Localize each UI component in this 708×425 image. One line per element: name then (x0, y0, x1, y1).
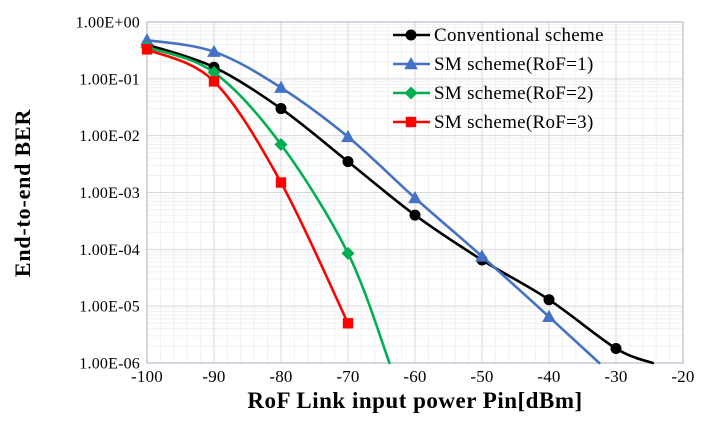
y-tick-label: 1.00E-04 (79, 242, 140, 259)
legend-item-conventional-scheme: Conventional scheme (393, 25, 604, 46)
series-marker-sm-scheme-rof-1 (140, 33, 154, 46)
series-marker-sm-scheme-rof-2 (207, 65, 221, 79)
series-line-sm-scheme-rof-1 (145, 38, 601, 365)
y-axis-tick-labels: 1.00E+00 1.00E-01 1.00E-02 1.00E-03 1.00E-04… (76, 15, 140, 373)
series-marker-sm-scheme-rof-3 (208, 76, 220, 87)
x-tick-label: -20 (671, 367, 694, 386)
series-marker-sm-scheme-rof-3 (275, 177, 287, 188)
series-marker-conventional-scheme (610, 342, 622, 354)
y-tick-label: 1.00E-06 (79, 356, 140, 373)
x-tick-label: -100 (131, 367, 163, 386)
series-marker-sm-scheme-rof-2 (274, 137, 288, 151)
series-marker-sm-scheme-rof-1 (475, 249, 489, 262)
series-marker-sm-scheme-rof-3 (342, 318, 354, 329)
series-line-sm-scheme-rof-2 (145, 45, 391, 365)
legend-marker-sm-scheme-rof-3 (405, 116, 417, 128)
legend-label-sm-scheme-rof-1: SM scheme(RoF=1) (434, 54, 594, 75)
x-axis-title: RoF Link input power Pin[dBm] (247, 388, 582, 413)
y-tick-label: 1.00E-02 (79, 128, 140, 145)
series-marker-sm-scheme-rof-1 (408, 191, 422, 204)
x-tick-label: -80 (269, 367, 292, 386)
series-marker-conventional-scheme (275, 103, 287, 115)
series-line-sm-scheme-rof-3 (145, 48, 350, 325)
series-marker-sm-scheme-rof-2 (341, 246, 355, 260)
x-axis-tick-labels: -100 -90 -80 -70 -60 -50 -40 -30 -20 (131, 367, 694, 386)
x-tick-label: -60 (403, 367, 426, 386)
x-tick-label: -90 (202, 367, 225, 386)
y-tick-label: 1.00E-01 (79, 71, 140, 88)
legend-marker-sm-scheme-rof-1 (404, 57, 418, 70)
x-tick-label: -50 (470, 367, 493, 386)
series-marker-conventional-scheme (342, 156, 354, 168)
legend-marker-sm-scheme-rof-2 (404, 86, 418, 100)
legend-item-sm-scheme-rof-3: SM scheme(RoF=3) (393, 112, 594, 133)
y-tick-label: 1.00E+00 (76, 15, 140, 32)
x-tick-label: -30 (604, 367, 627, 386)
series-marker-sm-scheme-rof-1 (341, 129, 355, 143)
legend-label-conventional-scheme: Conventional scheme (434, 25, 604, 46)
y-axis-title: End-to-end BER (10, 109, 35, 278)
series-marker-sm-scheme-rof-3 (141, 44, 153, 55)
legend-item-sm-scheme-rof-1: SM scheme(RoF=1) (393, 54, 594, 75)
series-marker-conventional-scheme (409, 209, 421, 221)
series-marker-sm-scheme-rof-1 (542, 309, 556, 322)
legend-label-sm-scheme-rof-2: SM scheme(RoF=2) (434, 83, 594, 104)
plot-border (146, 21, 684, 364)
series-marker-sm-scheme-rof-1 (274, 80, 288, 93)
series-marker-conventional-scheme (543, 294, 555, 306)
y-tick-label: 1.00E-03 (79, 185, 140, 202)
y-tick-label: 1.00E-05 (79, 299, 140, 316)
x-tick-label: -70 (336, 367, 359, 386)
legend-item-sm-scheme-rof-2: SM scheme(RoF=2) (393, 83, 594, 104)
data-series (140, 33, 655, 365)
legend-marker-conventional-scheme (405, 29, 417, 41)
x-tick-label: -40 (537, 367, 560, 386)
series-marker-sm-scheme-rof-1 (207, 44, 221, 57)
legend: Conventional scheme SM scheme(RoF=1) SM sc… (393, 25, 604, 133)
legend-label-sm-scheme-rof-3: SM scheme(RoF=3) (434, 112, 594, 133)
